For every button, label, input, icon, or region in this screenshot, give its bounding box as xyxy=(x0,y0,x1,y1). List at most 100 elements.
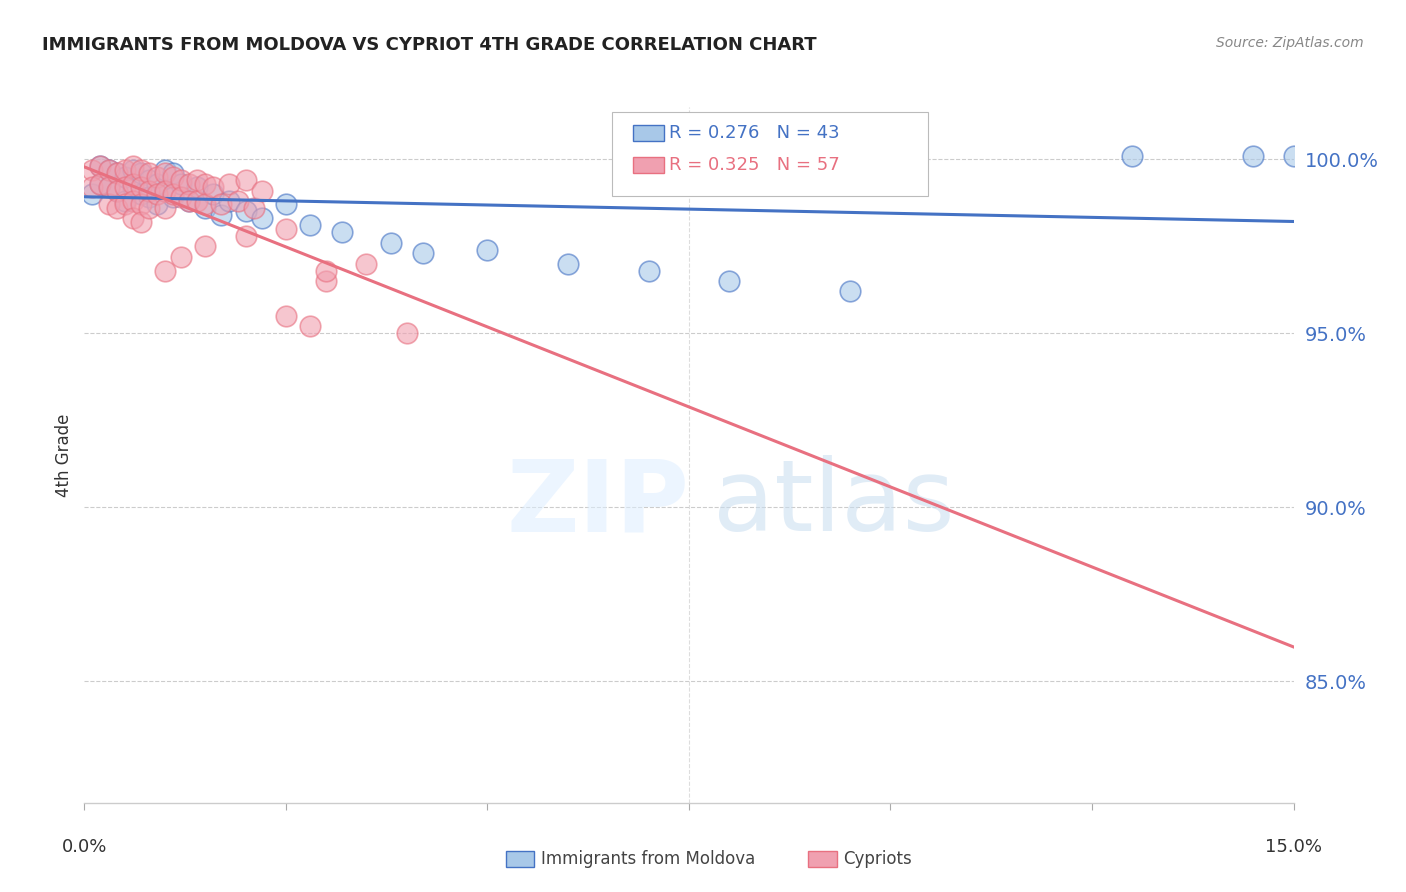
Point xyxy=(121,159,143,173)
Point xyxy=(129,215,152,229)
Point xyxy=(114,162,136,177)
Point xyxy=(89,177,111,191)
Point xyxy=(1121,149,1143,163)
Point xyxy=(380,235,402,250)
Point xyxy=(121,177,143,191)
Point xyxy=(839,285,862,299)
Point xyxy=(202,186,225,201)
Text: R = 0.325   N = 57: R = 0.325 N = 57 xyxy=(669,156,839,174)
Point xyxy=(202,180,225,194)
Text: R = 0.276   N = 43: R = 0.276 N = 43 xyxy=(669,124,839,142)
Point xyxy=(153,162,176,177)
Text: IMMIGRANTS FROM MOLDOVA VS CYPRIOT 4TH GRADE CORRELATION CHART: IMMIGRANTS FROM MOLDOVA VS CYPRIOT 4TH G… xyxy=(42,36,817,54)
Point xyxy=(153,184,176,198)
Point xyxy=(186,173,208,187)
Point xyxy=(235,204,257,219)
Point xyxy=(114,197,136,211)
Text: 15.0%: 15.0% xyxy=(1265,838,1322,855)
Point xyxy=(153,263,176,277)
Point xyxy=(194,239,217,253)
Point xyxy=(274,221,297,235)
Point xyxy=(226,194,249,208)
Point xyxy=(235,228,257,243)
Point xyxy=(146,186,169,201)
Point xyxy=(138,166,160,180)
Point xyxy=(209,197,232,211)
Point xyxy=(97,197,120,211)
Point xyxy=(477,243,499,257)
Point xyxy=(105,184,128,198)
Point xyxy=(153,166,176,180)
Point xyxy=(274,197,297,211)
Point xyxy=(412,246,434,260)
Point xyxy=(121,211,143,226)
Point xyxy=(218,177,240,191)
Point xyxy=(315,274,337,288)
Point xyxy=(146,177,169,191)
Point xyxy=(315,263,337,277)
Point xyxy=(170,173,193,187)
Point xyxy=(105,166,128,180)
Point xyxy=(557,256,579,270)
Point xyxy=(242,201,264,215)
Point xyxy=(82,186,104,201)
Point xyxy=(129,186,152,201)
Point xyxy=(114,180,136,194)
Point xyxy=(718,274,741,288)
Point xyxy=(114,169,136,184)
Point xyxy=(105,184,128,198)
Point xyxy=(194,201,217,215)
Point xyxy=(97,180,120,194)
Point xyxy=(89,159,111,173)
Point xyxy=(129,162,152,177)
Point xyxy=(153,184,176,198)
Point xyxy=(89,159,111,173)
Point xyxy=(356,256,378,270)
Point xyxy=(146,169,169,184)
Point xyxy=(170,177,193,191)
Point xyxy=(330,225,353,239)
Text: Source: ZipAtlas.com: Source: ZipAtlas.com xyxy=(1216,36,1364,50)
Point xyxy=(105,201,128,215)
Point xyxy=(105,166,128,180)
Point xyxy=(179,194,201,208)
Point xyxy=(89,177,111,191)
Point xyxy=(179,177,201,191)
Point xyxy=(274,309,297,323)
Point xyxy=(129,166,152,180)
Point xyxy=(121,180,143,194)
Point xyxy=(138,184,160,198)
Point xyxy=(138,201,160,215)
Point xyxy=(129,197,152,211)
Point xyxy=(162,169,184,184)
Point xyxy=(162,166,184,180)
Point xyxy=(82,162,104,177)
Point xyxy=(395,326,418,340)
Point xyxy=(170,190,193,204)
Point xyxy=(1282,149,1305,163)
Point xyxy=(186,180,208,194)
Point xyxy=(82,180,104,194)
Point xyxy=(186,194,208,208)
Text: 0.0%: 0.0% xyxy=(62,838,107,855)
Point xyxy=(153,201,176,215)
Text: Immigrants from Moldova: Immigrants from Moldova xyxy=(541,850,755,868)
Point xyxy=(209,208,232,222)
Point xyxy=(299,319,322,334)
Point xyxy=(235,173,257,187)
Text: atlas: atlas xyxy=(713,455,955,552)
Point xyxy=(97,162,120,177)
Y-axis label: 4th Grade: 4th Grade xyxy=(55,413,73,497)
Point xyxy=(121,194,143,208)
Point xyxy=(97,162,120,177)
Point xyxy=(97,180,120,194)
Point xyxy=(1241,149,1264,163)
Point xyxy=(170,250,193,264)
Point xyxy=(250,211,273,226)
Point xyxy=(162,186,184,201)
Point xyxy=(129,180,152,194)
Point xyxy=(250,184,273,198)
Point xyxy=(218,194,240,208)
Point xyxy=(194,197,217,211)
Point xyxy=(146,197,169,211)
